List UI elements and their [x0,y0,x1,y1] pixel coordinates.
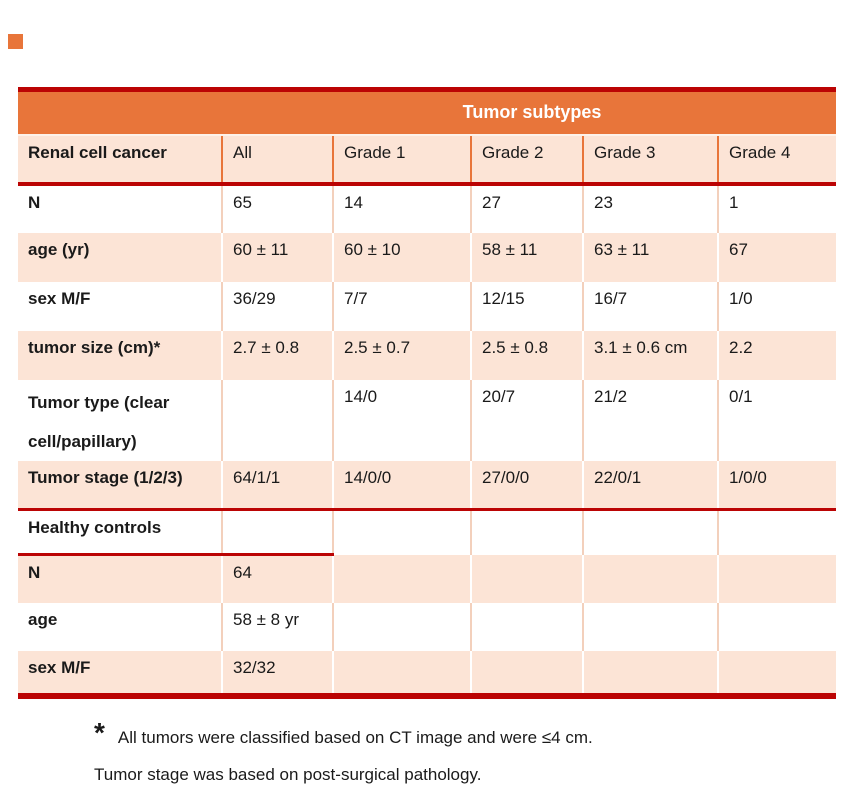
data-cell: 7/7 [332,281,471,331]
row-label: sex M/F [18,281,222,331]
row-healthy-sex: sex M/F 32/32 [18,650,837,696]
col-header-grade1: Grade 1 [332,134,471,186]
data-cell [582,509,718,555]
data-cell [221,379,333,461]
data-cell: 20/7 [470,379,583,461]
data-cell: 36/29 [221,281,333,331]
row-age-yr: age (yr) 60 ± 11 60 ± 10 58 ± 11 63 ± 11… [18,232,837,282]
footnote-line-1-text: All tumors were classified based on CT i… [117,728,593,747]
data-cell [221,509,333,557]
row-label: age (yr) [18,232,222,282]
row-label: Tumor type (clear cell/papillary) [18,379,222,461]
data-cell: 27/0/0 [470,460,583,512]
tumor-subtypes-table: Tumor subtypes Renal cell cancer All Gra… [18,87,837,699]
data-cell: 60 ± 10 [332,232,471,282]
data-cell: 14/0 [332,379,471,461]
asterisk-marker: * [94,717,105,748]
row-label: N [18,183,222,233]
data-cell: 27 [470,183,583,233]
col-header-renal-cell-cancer: Renal cell cancer [18,134,222,186]
data-cell: 64 [221,554,333,603]
banner-empty-cell [18,89,222,136]
data-cell [332,554,471,603]
row-label: Tumor stage (1/2/3) [18,460,222,512]
column-header-row: Renal cell cancer All Grade 1 Grade 2 Gr… [18,134,837,186]
data-cell: 2.7 ± 0.8 [221,330,333,380]
data-cell [716,602,837,651]
data-cell [470,509,583,555]
data-cell [332,602,471,651]
row-label: N [18,554,222,603]
row-n: N 65 14 27 23 1 [18,183,837,233]
footnote-line-2: Tumor stage was based on post-surgical p… [94,765,482,784]
row-healthy-n: N 64 [18,554,837,603]
col-header-grade3: Grade 3 [582,134,718,186]
row-tumor-size: tumor size (cm)* 2.7 ± 0.8 2.5 ± 0.7 2.5… [18,330,837,380]
orange-corner-square [8,34,23,49]
data-cell [716,650,837,696]
data-cell [470,650,583,696]
data-cell: 14/0/0 [332,460,471,512]
col-header-grade4: Grade 4 [716,134,837,186]
data-cell: 2.2 [716,330,837,380]
data-cell: 22/0/1 [582,460,718,512]
data-cell: 63 ± 11 [582,232,718,282]
data-cell: 14 [332,183,471,233]
data-cell: 1/0/0 [716,460,837,512]
data-cell [582,554,718,603]
data-cell: 58 ± 8 yr [221,602,333,651]
data-cell [582,650,718,696]
data-cell: 67 [716,232,837,282]
data-cell [582,602,718,651]
col-header-all: All [221,134,333,186]
row-tumor-stage: Tumor stage (1/2/3) 64/1/1 14/0/0 27/0/0… [18,460,837,512]
data-cell: 1/0 [716,281,837,331]
data-cell: 32/32 [221,650,333,696]
data-cell: 64/1/1 [221,460,333,512]
footnotes: * All tumors were classified based on CT … [94,717,593,785]
data-cell: 12/15 [470,281,583,331]
row-sex-mf: sex M/F 36/29 7/7 12/15 16/7 1/0 [18,281,837,331]
footnote-line-1: * All tumors were classified based on CT … [94,717,593,748]
data-cell [716,509,837,555]
row-label: sex M/F [18,650,222,696]
data-cell: 16/7 [582,281,718,331]
data-cell [470,554,583,603]
data-cell: 65 [221,183,333,233]
data-cell: 60 ± 11 [221,232,333,282]
data-cell: 0/1 [716,379,837,461]
banner-title: Tumor subtypes [222,89,837,136]
data-cell: 2.5 ± 0.8 [470,330,583,380]
col-header-grade2: Grade 2 [470,134,583,186]
data-cell: 1 [716,183,837,233]
row-label: tumor size (cm)* [18,330,222,380]
data-cell: 21/2 [582,379,718,461]
tumor-subtypes-table-wrapper: Tumor subtypes Renal cell cancer All Gra… [18,87,837,699]
data-cell [332,650,471,696]
data-cell: 58 ± 11 [470,232,583,282]
data-cell: 2.5 ± 0.7 [332,330,471,380]
banner-row: Tumor subtypes [18,89,837,136]
row-tumor-type: Tumor type (clear cell/papillary) 14/0 2… [18,379,837,461]
row-healthy-controls: Healthy controls [18,509,837,557]
data-cell: 23 [582,183,718,233]
data-cell [332,509,471,555]
row-label: Healthy controls [18,509,222,557]
data-cell: 3.1 ± 0.6 cm [582,330,718,380]
row-label: age [18,602,222,651]
data-cell [716,554,837,603]
data-cell [470,602,583,651]
row-healthy-age: age 58 ± 8 yr [18,602,837,651]
